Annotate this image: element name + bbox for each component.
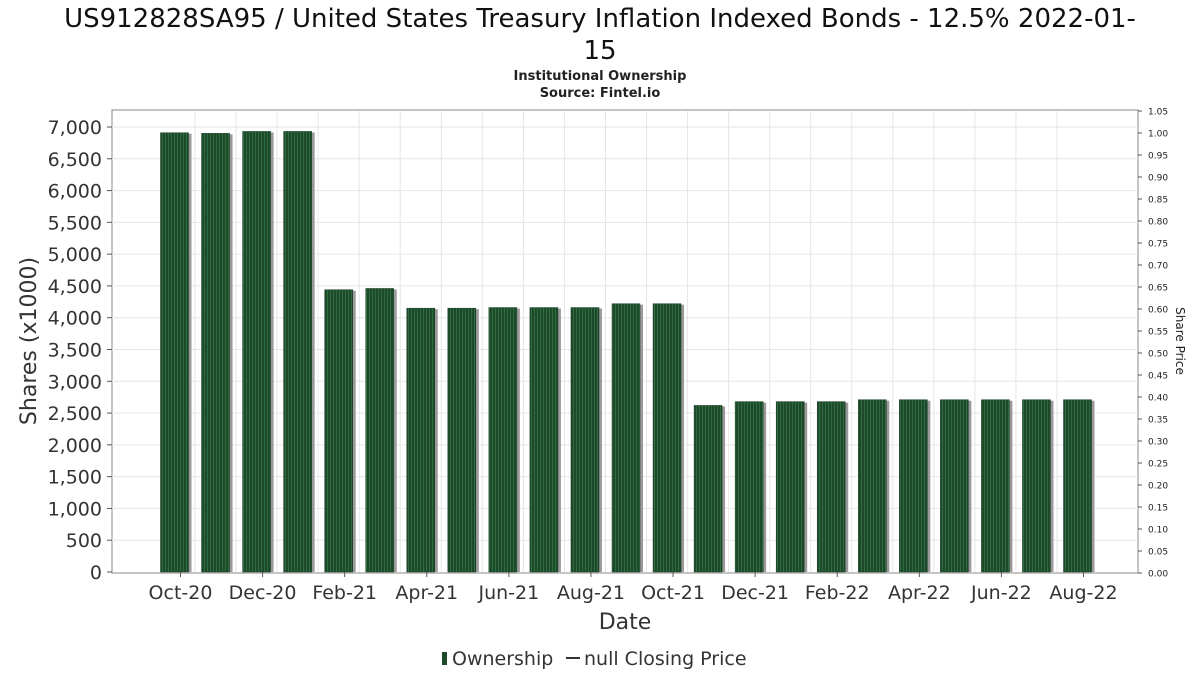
- y-tick-label: 4,000: [48, 308, 102, 330]
- ownership-bar: [652, 303, 682, 573]
- ownership-bar: [365, 288, 394, 573]
- y2-tick-label: 0.75: [1148, 240, 1168, 250]
- y-tick-label: 3,000: [48, 371, 102, 393]
- y2-tick-label: 0.55: [1148, 328, 1168, 338]
- x-tick-label: Dec-20: [229, 582, 297, 604]
- y-tick-label: 1,000: [48, 498, 102, 520]
- x-tick-label: Aug-22: [1049, 582, 1117, 604]
- y-tick-label: 5,000: [48, 244, 102, 266]
- y-axis-title: Shares (x1000): [17, 257, 42, 425]
- ownership-bar: [201, 133, 230, 573]
- y-tick-label: 5,500: [48, 212, 102, 234]
- ownership-bar: [1063, 399, 1092, 573]
- ownership-bar: [1022, 399, 1051, 573]
- y-tick-label: 2,500: [48, 403, 102, 425]
- ownership-bar: [160, 132, 189, 573]
- y2-tick-label: 0.30: [1148, 438, 1168, 448]
- y2-tick-label: 0.80: [1148, 218, 1168, 228]
- ownership-bar: [734, 401, 764, 573]
- ownership-bar: [283, 131, 312, 573]
- y2-axis-title: Share Price: [1173, 307, 1187, 375]
- y-tick-label: 6,500: [48, 149, 102, 171]
- x-tick-label: Oct-21: [641, 582, 705, 604]
- legend-ownership-swatch: [442, 652, 447, 665]
- legend: Ownership null Closing Price: [442, 648, 747, 670]
- y2-tick-label: 0.70: [1148, 262, 1168, 272]
- y-tick-label: 0: [90, 562, 102, 584]
- y-tick-label: 500: [66, 530, 102, 552]
- y2-tick-label: 0.85: [1148, 196, 1168, 206]
- x-tick-label: Jun-22: [970, 582, 1032, 604]
- y2-tick-label: 0.20: [1148, 482, 1168, 492]
- y-tick-label: 7,000: [48, 117, 102, 139]
- x-tick-label: Aug-21: [557, 582, 625, 604]
- y2-tick-label: 0.65: [1148, 284, 1168, 294]
- y-tick-label: 2,000: [48, 435, 102, 457]
- y-tick-label: 6,000: [48, 181, 102, 203]
- y2-axis-ticks: 0.00 0.05 0.10 0.15 0.20 0.25 0.30 0.35 0.40 0.45…: [1138, 108, 1168, 580]
- y2-tick-label: 0.15: [1148, 504, 1168, 514]
- ownership-bar: [406, 307, 436, 573]
- legend-ownership-label: Ownership: [452, 648, 553, 670]
- chart-title-line2: 15: [583, 36, 616, 66]
- legend-price-label: null Closing Price: [584, 648, 747, 670]
- chart-title: US912828SA95 / United States Treasury In…: [64, 4, 1136, 34]
- y-tick-label: 4,500: [48, 276, 102, 298]
- ownership-bar: [693, 405, 723, 573]
- ownership-bar: [447, 307, 477, 573]
- x-tick-label: Jun-21: [477, 582, 539, 604]
- ownership-bar: [981, 399, 1010, 573]
- y2-tick-label: 0.05: [1148, 548, 1168, 558]
- chart-subtitle: Institutional Ownership: [514, 69, 687, 84]
- bars: [160, 131, 1095, 573]
- x-tick-label: Feb-21: [312, 582, 377, 604]
- y-tick-label: 1,500: [48, 467, 102, 489]
- ownership-bar: [775, 401, 805, 573]
- y2-tick-label: 0.60: [1148, 306, 1168, 316]
- y2-tick-label: 0.90: [1148, 174, 1168, 184]
- y2-tick-label: 1.05: [1148, 108, 1168, 118]
- x-tick-label: Feb-22: [805, 582, 870, 604]
- ownership-bar: [611, 303, 641, 573]
- ownership-bar: [940, 399, 969, 573]
- ownership-bar: [858, 399, 887, 573]
- ownership-bar: [570, 307, 600, 573]
- y2-tick-label: 0.35: [1148, 416, 1168, 426]
- y2-tick-label: 0.00: [1148, 570, 1168, 580]
- x-tick-label: Apr-21: [395, 582, 458, 604]
- y2-tick-label: 1.00: [1148, 130, 1168, 140]
- y2-tick-label: 0.10: [1148, 526, 1168, 536]
- x-tick-label: Apr-22: [888, 582, 951, 604]
- ownership-bar: [488, 307, 518, 573]
- x-tick-label: Oct-20: [149, 582, 213, 604]
- ownership-bar: [899, 399, 928, 573]
- y2-tick-label: 0.25: [1148, 460, 1168, 470]
- ownership-bar: [529, 307, 559, 573]
- chart-source: Source: Fintel.io: [540, 86, 661, 101]
- y2-tick-label: 0.50: [1148, 350, 1168, 360]
- x-tick-label: Dec-21: [721, 582, 789, 604]
- ownership-bar: [816, 401, 846, 573]
- x-axis-title: Date: [599, 610, 652, 635]
- y2-tick-label: 0.40: [1148, 394, 1168, 404]
- y-axis-ticks: 0 500 1,000 1,500 2,000 2,500 3,000 3,500 4,000 4…: [48, 117, 112, 584]
- y-tick-label: 3,500: [48, 340, 102, 362]
- ownership-bar: [324, 289, 353, 573]
- ownership-bar: [242, 131, 271, 573]
- x-axis-ticks: Oct-20 Dec-20 Feb-21 Apr-21 Jun-21 Aug-21 Oct-…: [149, 572, 1118, 604]
- y2-tick-label: 0.45: [1148, 372, 1168, 382]
- y2-tick-label: 0.95: [1148, 152, 1168, 162]
